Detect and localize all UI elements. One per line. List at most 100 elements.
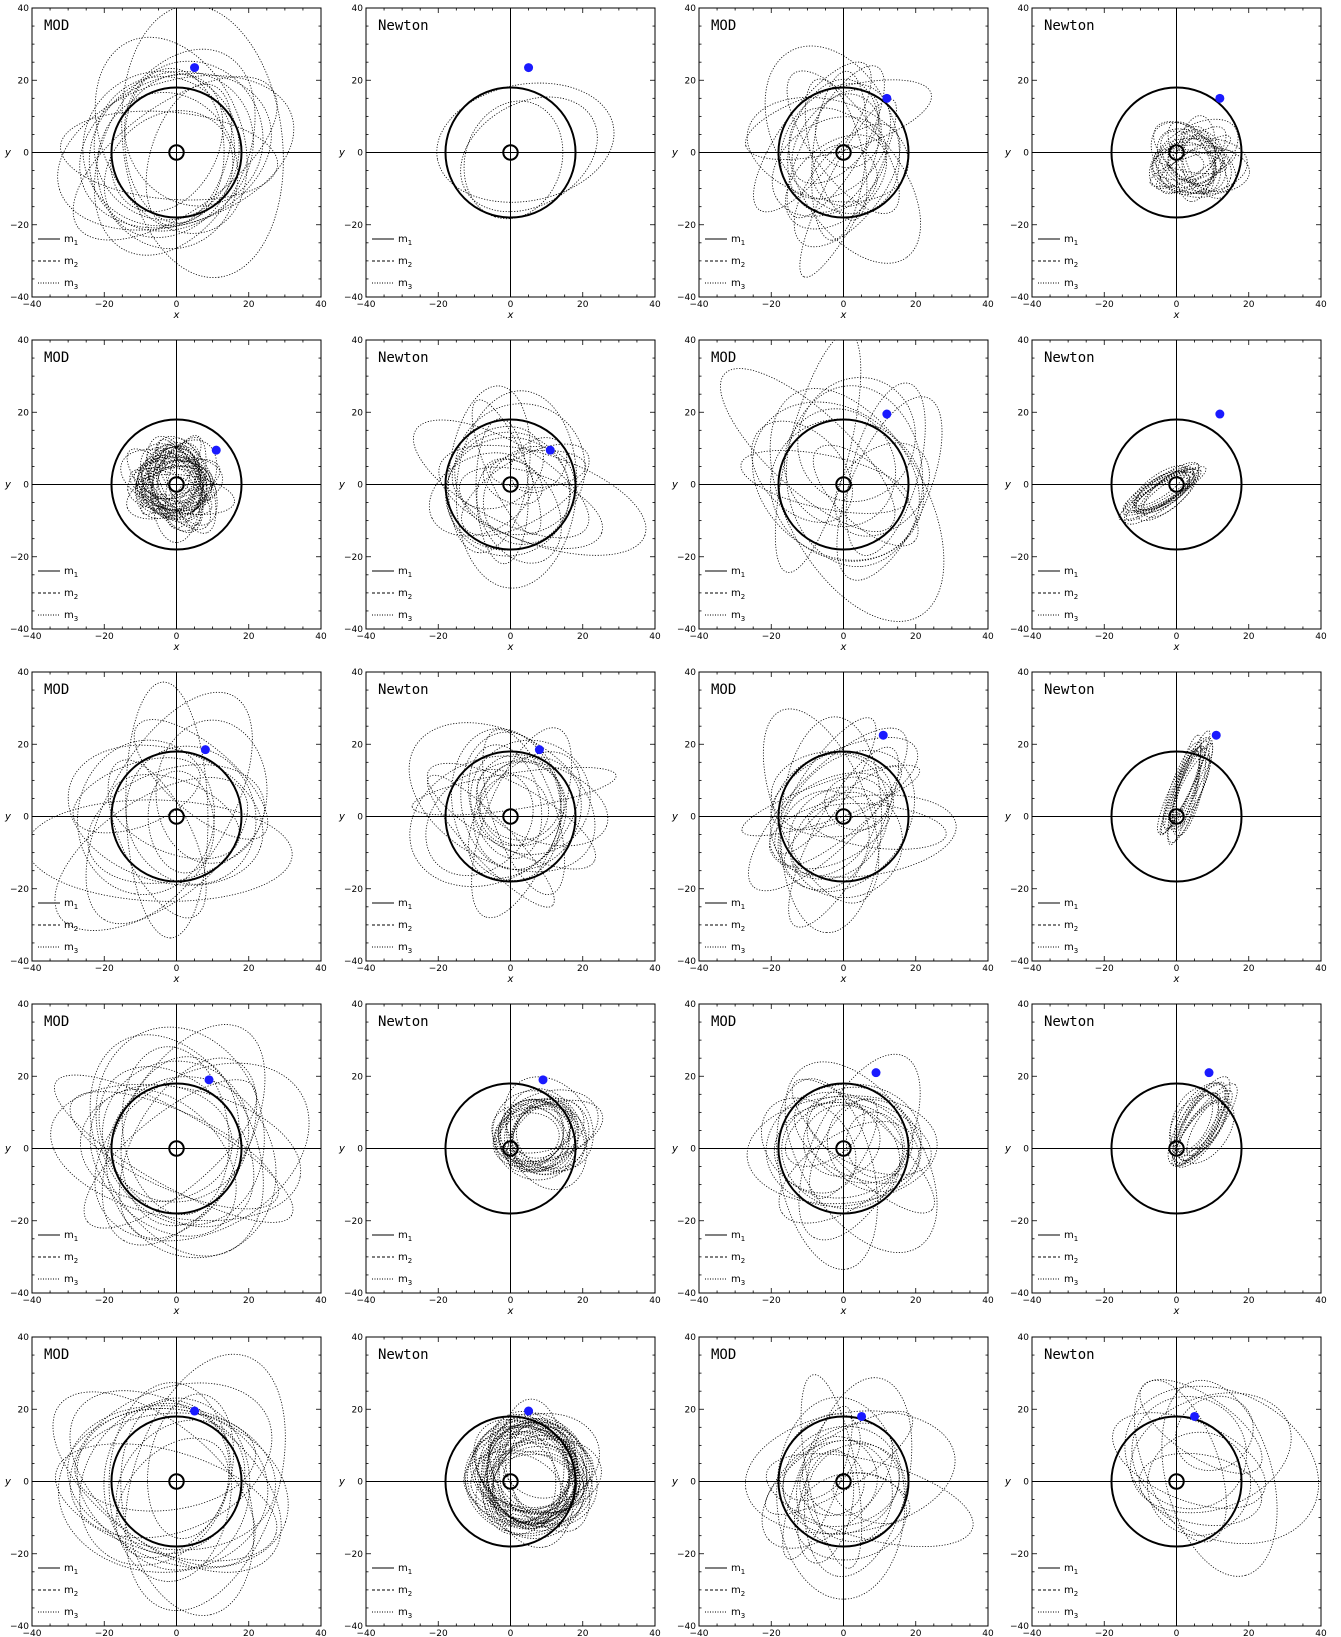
- x-tick-label: 20: [243, 1629, 255, 1637]
- panel-title: Newton: [1044, 350, 1095, 366]
- trajectory-m3: [824, 776, 888, 831]
- legend-label: m1: [64, 1563, 78, 1576]
- body-marker: [538, 1075, 548, 1085]
- y-tick-label: −40: [10, 957, 29, 967]
- orbit-m2: [502, 1140, 519, 1157]
- trajectory-m3: [479, 761, 565, 846]
- trajectory-m3: [50, 1083, 302, 1222]
- trajectory-m3: [96, 92, 239, 250]
- x-tick-label: 0: [841, 1296, 847, 1306]
- trajectory-m3: [746, 1095, 938, 1205]
- panel-9: −40 −20 0 20 40 −40 −20 0 20 40 x y MOD m1 m2 m3: [4, 668, 327, 985]
- x-tick-label: 20: [910, 632, 922, 642]
- trajectory-m3: [127, 456, 224, 511]
- trajectory-m3: [744, 1410, 956, 1534]
- y-tick-label: 20: [685, 1405, 697, 1415]
- trajectory-m3: [52, 1391, 256, 1567]
- orbit-m2: [835, 1140, 852, 1157]
- y-tick-label: −40: [10, 1289, 29, 1299]
- x-tick-label: −20: [95, 1296, 114, 1306]
- trajectory-m3: [1139, 1379, 1263, 1474]
- x-axis-label: x: [1173, 310, 1180, 321]
- y-tick-label: 40: [352, 4, 364, 14]
- panel-5: −40 −20 0 20 40 −40 −20 0 20 40 x y MOD m1 m2 m3: [4, 336, 327, 653]
- trajectory-m3: [428, 452, 534, 537]
- y-axis-label: y: [338, 812, 346, 823]
- y-tick-label: 0: [357, 481, 363, 491]
- orbit-m1: [444, 750, 577, 883]
- x-tick-label: 20: [1243, 632, 1255, 642]
- x-tick-label: −20: [1095, 1296, 1114, 1306]
- y-tick-label: 0: [1023, 149, 1029, 159]
- body-marker: [190, 63, 200, 73]
- body-marker: [190, 1406, 200, 1416]
- panel-title: Newton: [1044, 682, 1095, 698]
- x-tick-label: −20: [1095, 632, 1114, 642]
- legend-label: m2: [1064, 1585, 1078, 1598]
- y-tick-label: 0: [690, 149, 696, 159]
- legend-label: m1: [64, 1230, 78, 1243]
- y-tick-label: −40: [344, 1289, 363, 1299]
- body-marker: [871, 1068, 881, 1078]
- x-tick-label: −20: [95, 1629, 114, 1637]
- y-axis-label: y: [4, 812, 12, 823]
- orbit-m2: [502, 808, 519, 825]
- trajectory-m3: [411, 766, 617, 816]
- panel-title: MOD: [711, 1014, 736, 1030]
- trajectory-m3: [120, 1056, 240, 1227]
- legend-label: m2: [398, 256, 412, 269]
- trajectory-m3: [115, 1419, 246, 1555]
- trajectory-m3: [125, 745, 257, 885]
- trajectory-m3: [1160, 130, 1218, 186]
- trajectory-m3: [787, 78, 880, 213]
- trajectory-m3: [769, 772, 894, 870]
- trajectory-m3: [746, 96, 909, 203]
- trajectory-m3: [1169, 1094, 1220, 1153]
- y-tick-label: 0: [1023, 1145, 1029, 1155]
- y-tick-label: −40: [1010, 1622, 1029, 1632]
- body-marker: [200, 745, 210, 755]
- legend-label: m3: [64, 278, 78, 291]
- y-tick-label: 0: [23, 481, 29, 491]
- y-tick-label: −20: [1010, 1217, 1029, 1227]
- trajectory-m3: [774, 717, 877, 855]
- y-tick-label: 20: [18, 76, 30, 86]
- legend-label: m3: [1064, 1274, 1078, 1287]
- x-tick-label: 20: [577, 1629, 589, 1637]
- y-tick-label: −20: [344, 885, 363, 895]
- x-tick-label: 40: [1315, 300, 1327, 310]
- trajectory-m3: [425, 769, 534, 876]
- trajectory-m3: [812, 444, 919, 547]
- panel-title: MOD: [44, 1347, 69, 1363]
- trajectory-m3: [473, 756, 582, 871]
- x-tick-label: −20: [762, 964, 781, 974]
- trajectory-m3: [791, 791, 877, 877]
- y-axis-label: y: [671, 1477, 679, 1488]
- trajectory-m3: [89, 1088, 237, 1237]
- y-tick-label: −40: [677, 1289, 696, 1299]
- trajectory-m3: [471, 399, 542, 535]
- trajectory-m3: [809, 1098, 878, 1199]
- panel-16: −40 −20 0 20 40 −40 −20 0 20 40 x y Newton m1 m2 m3: [1004, 1000, 1327, 1317]
- trajectory-m3: [1182, 131, 1214, 192]
- trajectory-m3: [1155, 138, 1232, 198]
- trajectory-m3: [782, 1405, 853, 1560]
- plot-area: [52, 1353, 289, 1616]
- y-axis-label: y: [4, 148, 12, 159]
- y-tick-label: −40: [1010, 625, 1029, 635]
- x-axis-label: x: [173, 974, 180, 985]
- y-axis-label: y: [338, 1144, 346, 1155]
- panel-4: −40 −20 0 20 40 −40 −20 0 20 40 x y Newton m1 m2 m3: [1004, 4, 1327, 321]
- trajectory-m3: [413, 419, 590, 539]
- legend-label: m2: [398, 920, 412, 933]
- trajectory-m3: [471, 727, 572, 919]
- plot-area: [491, 1076, 604, 1190]
- x-tick-label: 0: [508, 632, 514, 642]
- x-tick-label: 20: [577, 632, 589, 642]
- trajectory-m3: [103, 110, 234, 238]
- orbit-m1: [444, 418, 577, 551]
- legend-label: m3: [731, 610, 745, 623]
- trajectory-m3: [426, 762, 596, 870]
- y-tick-label: 40: [1018, 4, 1030, 14]
- body-marker: [882, 409, 892, 419]
